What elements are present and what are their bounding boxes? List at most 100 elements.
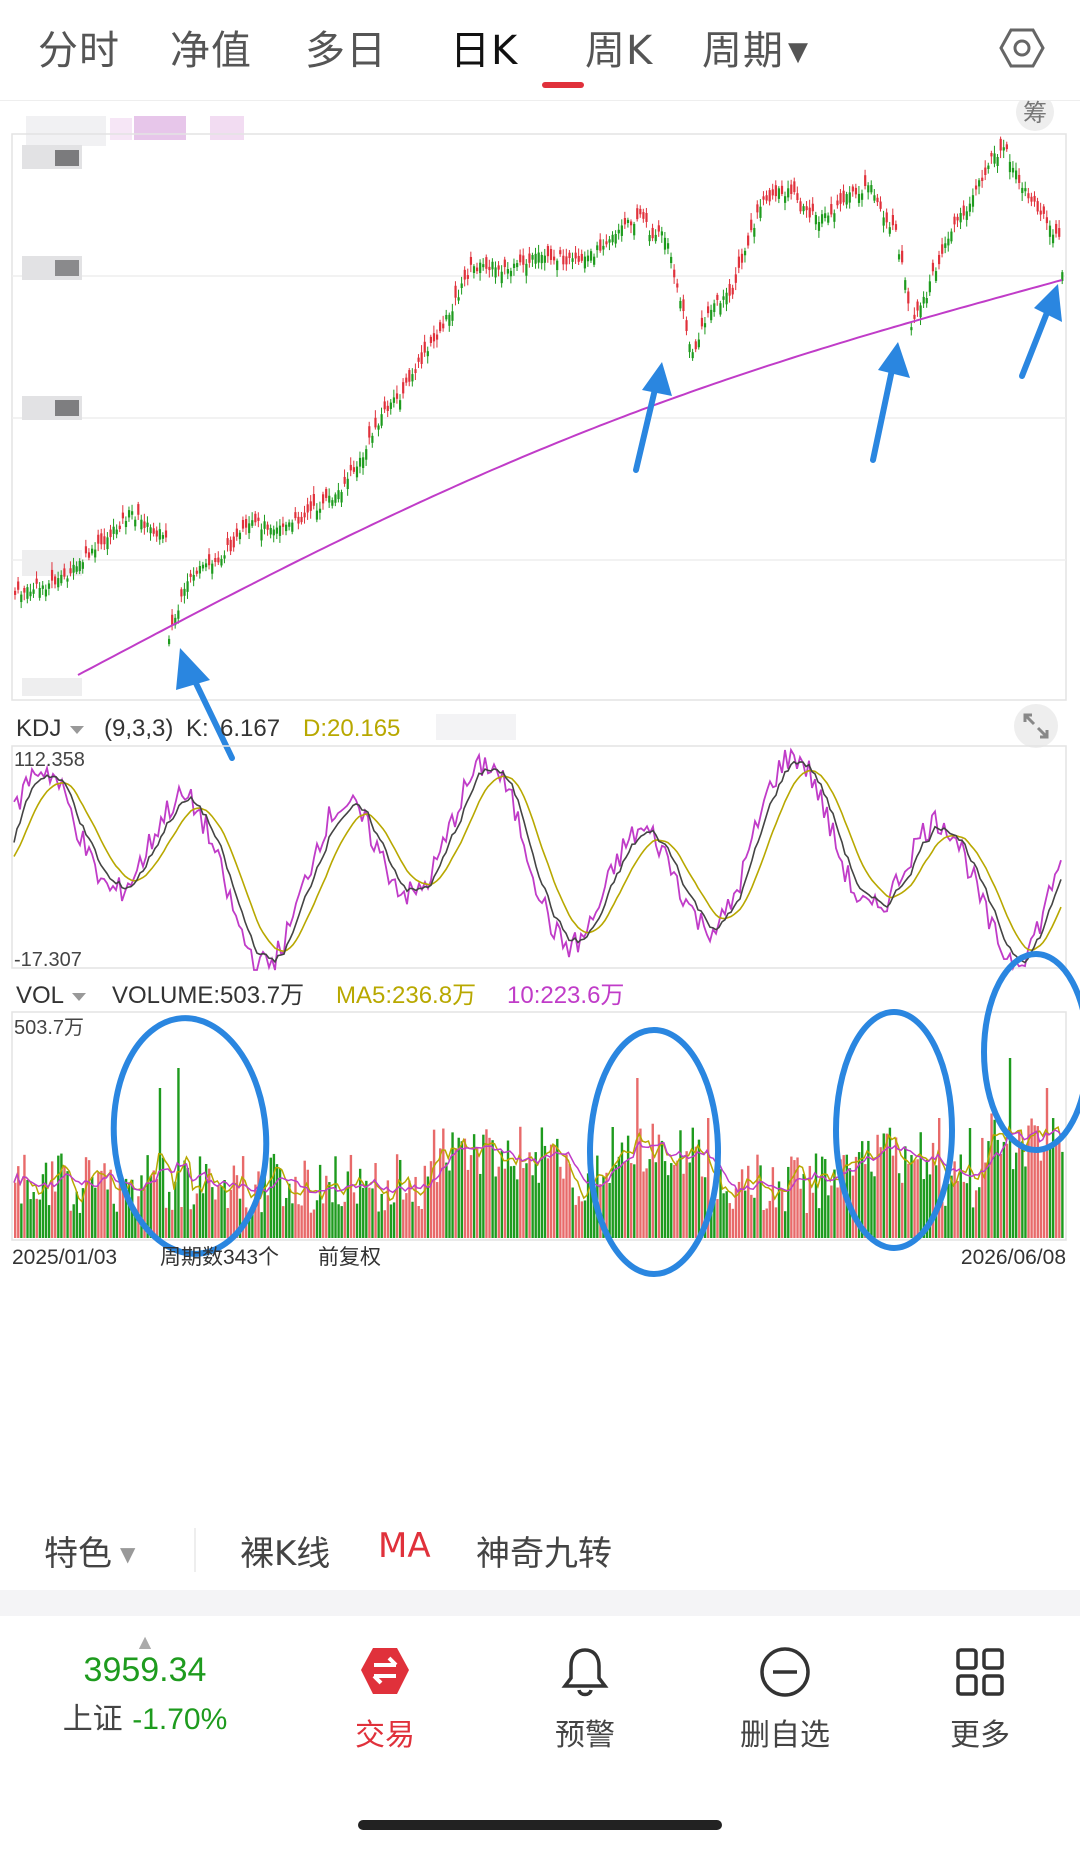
candle [805, 206, 808, 211]
candle [811, 203, 814, 212]
volume-bar [460, 1141, 463, 1238]
candle [685, 320, 688, 331]
candle [984, 167, 987, 175]
volume-bar [220, 1185, 223, 1238]
candle [1055, 223, 1058, 234]
tab-multi-day[interactable]: 多日 [305, 28, 387, 74]
volume-bar [405, 1193, 408, 1238]
volume-bar [20, 1203, 23, 1238]
candle [790, 184, 793, 194]
nine-turn-toggle[interactable]: 神奇九转 [476, 1534, 612, 1574]
candle [580, 253, 583, 261]
volume-bar [149, 1175, 152, 1238]
volume-bar [140, 1175, 143, 1238]
candle [756, 204, 759, 213]
volume-bar [75, 1191, 78, 1238]
candle [728, 284, 731, 296]
more-button[interactable]: 更多 [910, 1630, 1050, 1754]
candle [358, 457, 362, 467]
expand-icon [1023, 713, 1049, 739]
volume-bar [959, 1154, 962, 1238]
trade-button[interactable]: 交易 [315, 1630, 455, 1754]
candle [84, 546, 88, 554]
volume-bar [50, 1161, 54, 1238]
volume-bar [519, 1126, 522, 1238]
volume-bar [380, 1193, 383, 1238]
candle [322, 494, 325, 504]
special-dropdown[interactable]: 特色 ▼ [44, 1526, 135, 1575]
candle [574, 252, 577, 259]
kdj-expand-button[interactable] [1014, 704, 1058, 748]
volume-bar [121, 1189, 125, 1238]
candle [20, 594, 23, 603]
volume-bar [318, 1164, 322, 1238]
volume-bar [811, 1192, 815, 1238]
candle [300, 516, 303, 523]
volume-bar [620, 1142, 624, 1238]
volume-bar [439, 1148, 442, 1238]
volume-bar [1011, 1169, 1015, 1238]
candle [263, 521, 266, 529]
tab-period[interactable]: 周期 ▼ [702, 18, 809, 76]
volume-bar [35, 1198, 38, 1238]
candle [571, 258, 574, 262]
candle [106, 537, 109, 550]
volume-bar [583, 1200, 587, 1238]
candle [174, 617, 177, 626]
candle [457, 297, 460, 301]
candle [146, 522, 149, 527]
volume-bar [134, 1211, 137, 1238]
candle [303, 512, 306, 518]
volume-bar [574, 1204, 577, 1238]
volume-bar [168, 1191, 171, 1238]
caret-down-icon: ▼ [788, 37, 809, 67]
tab-daily-k[interactable]: 日K [450, 28, 519, 74]
naked-k-toggle[interactable]: 裸K线 [240, 1534, 331, 1574]
candle [799, 201, 802, 212]
kdj-indicator-label[interactable]: KDJ [16, 715, 61, 742]
candle [1051, 234, 1055, 244]
candle [682, 299, 685, 312]
candle [60, 574, 63, 584]
candle [402, 382, 405, 394]
candle [971, 195, 975, 207]
volume-bar [639, 1128, 642, 1238]
remove-watchlist-button[interactable]: 删自选 [715, 1630, 855, 1754]
candle [663, 237, 667, 250]
tab-intraday[interactable]: 分时 [38, 28, 120, 74]
remove-watchlist-label: 删自选 [740, 1718, 830, 1753]
tab-net-value[interactable]: 净值 [170, 28, 252, 74]
volume-bar [694, 1146, 698, 1238]
volume-bar [183, 1160, 186, 1238]
volume-bar [608, 1182, 611, 1238]
k-line-chart[interactable]: 筹 KDJ (9,3,3) K: 6.167 D:20.165 [0, 100, 1080, 1510]
volume-bar [266, 1195, 269, 1238]
candle [947, 238, 950, 246]
chip-distribution-button[interactable]: 筹 [1016, 100, 1054, 131]
volume-bar [112, 1203, 115, 1238]
tab-weekly-k[interactable]: 周K [585, 28, 654, 74]
index-quote[interactable]: ▲ 3959.34 上证 -1.70% [40, 1630, 250, 1738]
volume-bar [91, 1176, 94, 1238]
volume-bar [238, 1198, 242, 1238]
vol-indicator-label[interactable]: VOL [16, 982, 64, 1009]
price-adjustment[interactable]: 前复权 [318, 1246, 381, 1269]
alert-button[interactable]: 预警 [515, 1630, 655, 1754]
volume-bar [928, 1174, 932, 1238]
volume-ma10-line [13, 1129, 1062, 1194]
candle [950, 231, 953, 242]
candle [214, 558, 217, 563]
ma-toggle[interactable]: MA [378, 1526, 431, 1566]
volume-bar [941, 1201, 944, 1238]
axis-start-date: 2025/01/03 [12, 1246, 117, 1269]
candle [371, 435, 374, 443]
candle [1011, 167, 1015, 173]
candle [171, 614, 174, 626]
settings-button[interactable] [998, 24, 1046, 72]
volume-bar [633, 1164, 636, 1238]
volume-bar [562, 1178, 565, 1238]
candle [208, 554, 211, 566]
candle [725, 292, 728, 305]
candle [281, 523, 285, 527]
candle [870, 185, 873, 193]
